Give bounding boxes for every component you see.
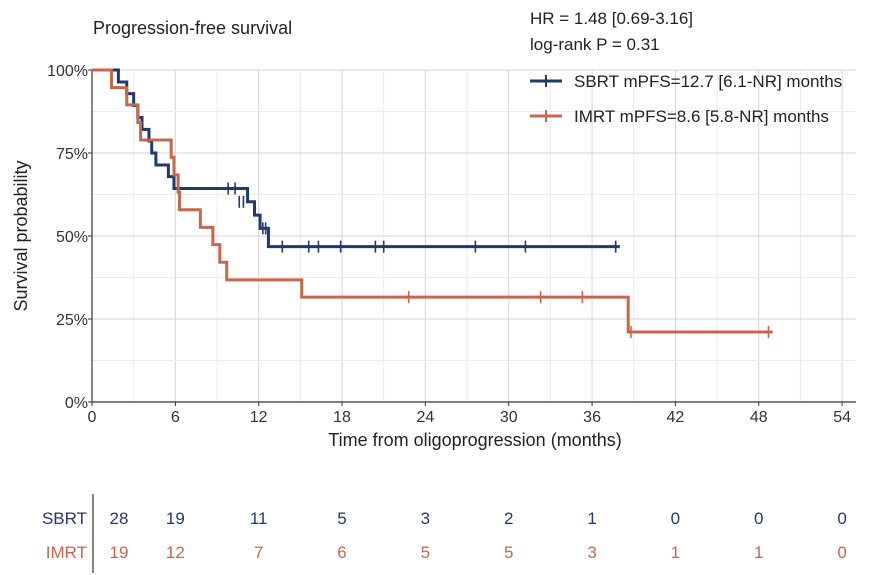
risk-table-count: 11 <box>250 509 268 528</box>
y-tick-label: 0% <box>65 395 88 412</box>
x-tick-label: 54 <box>833 409 851 426</box>
censor-marks <box>227 182 770 338</box>
risk-table-count: 7 <box>254 543 263 562</box>
survival-curve-imrt <box>92 68 773 334</box>
survival-curves <box>92 68 773 334</box>
risk-table-count: 0 <box>671 509 680 528</box>
risk-table-count: 12 <box>166 543 185 562</box>
x-tick-label: 42 <box>667 409 685 426</box>
legend-label-imrt: IMRT mPFS=8.6 [5.8-NR] months <box>574 107 829 126</box>
risk-table-count: 1 <box>587 509 596 528</box>
y-tick-label: 75% <box>56 146 88 163</box>
x-tick-label: 6 <box>171 409 180 426</box>
y-tick-label: 50% <box>56 229 88 246</box>
x-tick-label: 36 <box>583 409 601 426</box>
hr-annotation: HR = 1.48 [0.69-3.16] <box>530 9 693 28</box>
risk-table-count: 5 <box>337 509 346 528</box>
risk-table-count: 2 <box>504 509 513 528</box>
chart-title: Progression-free survival <box>93 18 292 38</box>
y-axis-label: Survival probability <box>11 160 31 311</box>
risk-table-count: 0 <box>837 543 846 562</box>
x-tick-label: 48 <box>750 409 768 426</box>
risk-table-count: 1 <box>671 543 680 562</box>
risk-table-count: 5 <box>421 543 430 562</box>
risk-table-count: 6 <box>337 543 346 562</box>
axes <box>88 69 856 406</box>
risk-table-count: 3 <box>587 543 596 562</box>
logrank-annotation: log-rank P = 0.31 <box>530 35 660 54</box>
x-tick-label: 24 <box>416 409 434 426</box>
risk-table-count: 3 <box>421 509 430 528</box>
risk-table-count: 28 <box>110 509 129 528</box>
risk-table-count: 0 <box>837 509 846 528</box>
x-axis-label: Time from oligoprogression (months) <box>328 430 621 450</box>
x-tick-label: 12 <box>250 409 268 426</box>
risk-table-count: 19 <box>110 543 129 562</box>
x-tick-label: 18 <box>333 409 351 426</box>
risk-table-count: 19 <box>166 509 185 528</box>
y-tick-label: 100% <box>47 63 88 80</box>
y-tick-labels: 0% 25% 50% 75% 100% <box>47 63 88 412</box>
x-tick-label: 0 <box>88 409 97 426</box>
survival-curve-sbrt <box>92 68 620 249</box>
risk-table-label-sbrt: SBRT <box>42 509 87 528</box>
legend-label-sbrt: SBRT mPFS=12.7 [6.1-NR] months <box>574 72 842 91</box>
legend: SBRT mPFS=12.7 [6.1-NR] months IMRT mPFS=… <box>530 72 842 126</box>
x-tick-label: 30 <box>500 409 518 426</box>
risk-table-count: 0 <box>754 509 763 528</box>
x-tick-labels: 0 6 12 18 24 30 36 42 48 54 <box>88 409 852 426</box>
risk-table-label-imrt: IMRT <box>46 543 87 562</box>
y-tick-label: 25% <box>56 312 88 329</box>
risk-table-count: 1 <box>754 543 763 562</box>
risk-table-count: 5 <box>504 543 513 562</box>
